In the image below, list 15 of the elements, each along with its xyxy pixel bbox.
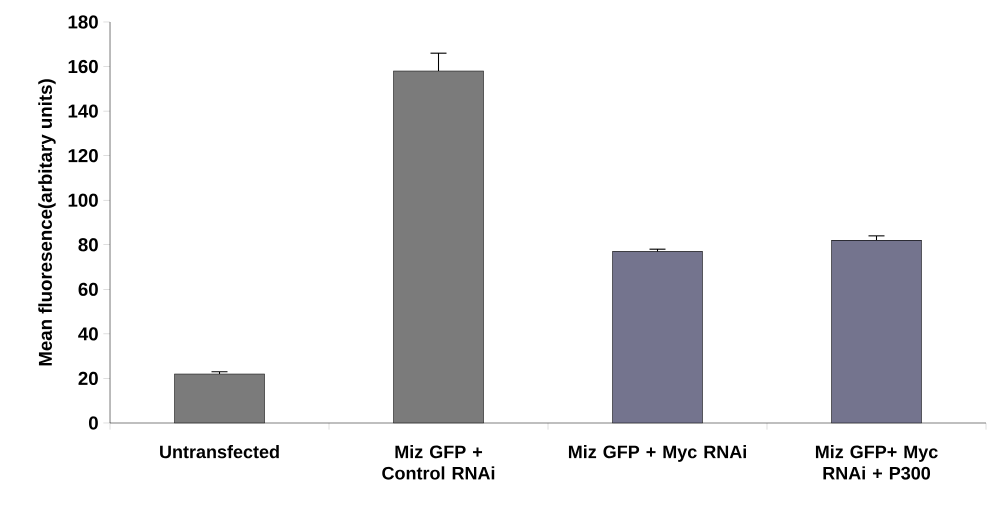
y-tick-label: 120: [68, 149, 98, 162]
x-tick-label: Miz GFP+ Myc RNAi + P300: [816, 445, 938, 480]
y-tick-label: 140: [68, 104, 98, 118]
x-tick-label: Untransfected: [160, 445, 279, 458]
y-tick-label: 40: [78, 327, 98, 340]
x-tick-label: Miz GFP + Control RNAi: [382, 445, 494, 480]
y-tick-label: 0: [88, 416, 98, 430]
x-tick-label: Miz GFP + Myc RNAi: [568, 445, 746, 462]
y-tick-label: 20: [78, 372, 98, 386]
y-tick-label: 180: [68, 15, 98, 29]
y-tick-label: 60: [78, 282, 98, 296]
y-tick-label: 160: [68, 60, 98, 74]
y-axis-title: Mean fluoresence(arbitary units): [38, 79, 56, 366]
y-tick-label: 80: [78, 238, 98, 252]
y-tick-label: 100: [68, 194, 98, 207]
